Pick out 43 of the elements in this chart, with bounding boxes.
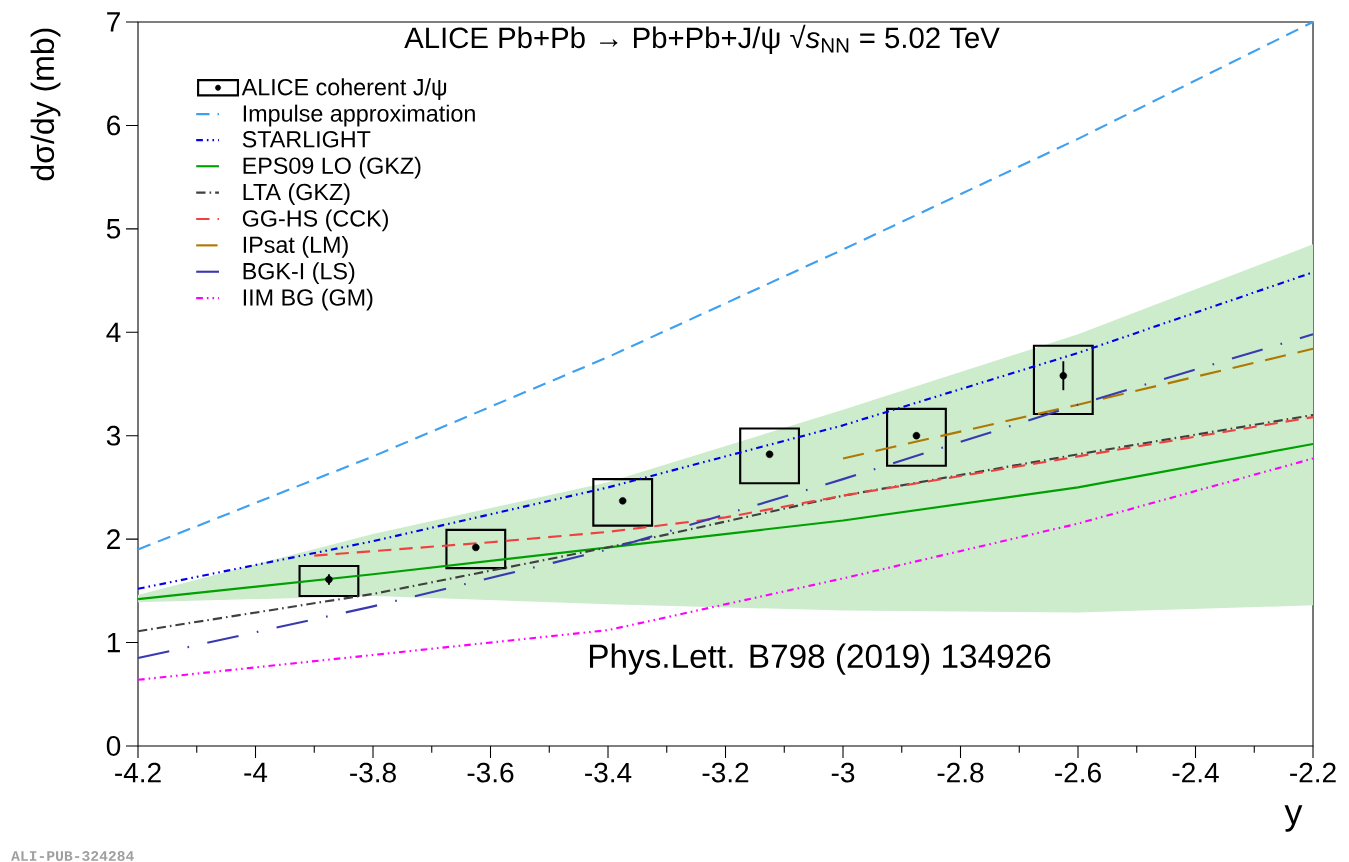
- line-series: [136, 413, 1315, 633]
- y-tick-label: 1: [107, 632, 120, 653]
- x-tick-label: -3.6: [467, 762, 514, 783]
- y-tick-label: 3: [106, 425, 121, 446]
- bar: [739, 427, 801, 485]
- chart-title: ALICE Pb+Pb → Pb+Pb+J/ψ √s$_{NN}$ = 5.02 TeV: [404, 24, 1000, 54]
- y-tick-label: 4: [106, 322, 121, 342]
- legend-label: GG-HS (CCK): [242, 209, 388, 232]
- point: [1059, 371, 1068, 380]
- x-tick-label: -4.2: [115, 762, 161, 783]
- legend-label: ALICE coherent J/ψ: [241, 78, 447, 101]
- x-tick-label: -2.8: [937, 762, 984, 783]
- x-tick-label: -3: [831, 762, 855, 783]
- legend-label: BGK-I (LS): [243, 262, 355, 285]
- x-tick-label: -3.8: [350, 762, 396, 783]
- legend-label: Impulse approximation: [243, 104, 475, 127]
- line-series: [136, 20, 1315, 551]
- bar: [592, 478, 654, 527]
- bar: [298, 564, 360, 598]
- bar: [445, 528, 507, 570]
- legend-label: IPsat (LM): [243, 235, 348, 258]
- legend-label: STARLIGHT: [242, 131, 371, 148]
- y-tick-label: 6: [107, 115, 121, 136]
- legend-label: LTA (GKZ): [243, 183, 350, 205]
- x-tick-label: -3.4: [585, 762, 632, 783]
- bar: [886, 407, 947, 467]
- text: ALI-PUB-324284: [11, 851, 134, 862]
- x-tick-label: -3.2: [702, 762, 749, 783]
- y-axis-title: dσ/dy (mb): [30, 28, 61, 181]
- legend-label: EPS09 LO (GKZ): [243, 156, 421, 179]
- x-tick-label: -2.4: [1172, 762, 1219, 783]
- y-tick-label: 2: [107, 529, 120, 549]
- y-tick-label: 5: [106, 219, 121, 239]
- legend-label: IIM BG (GM): [243, 288, 373, 311]
- x-axis-title: y: [1284, 805, 1303, 832]
- bar: [1032, 344, 1094, 416]
- y-tick-label: 7: [107, 12, 120, 32]
- x-tick-label: -2.6: [1055, 762, 1101, 783]
- annotation: Phys.Lett. B798 (2019) 134926: [589, 643, 1051, 675]
- x-tick-label: -4: [244, 762, 268, 782]
- line-series: [136, 457, 1315, 681]
- x-tick-label: -2.2: [1290, 762, 1336, 783]
- y-tick-label: 0: [106, 736, 121, 756]
